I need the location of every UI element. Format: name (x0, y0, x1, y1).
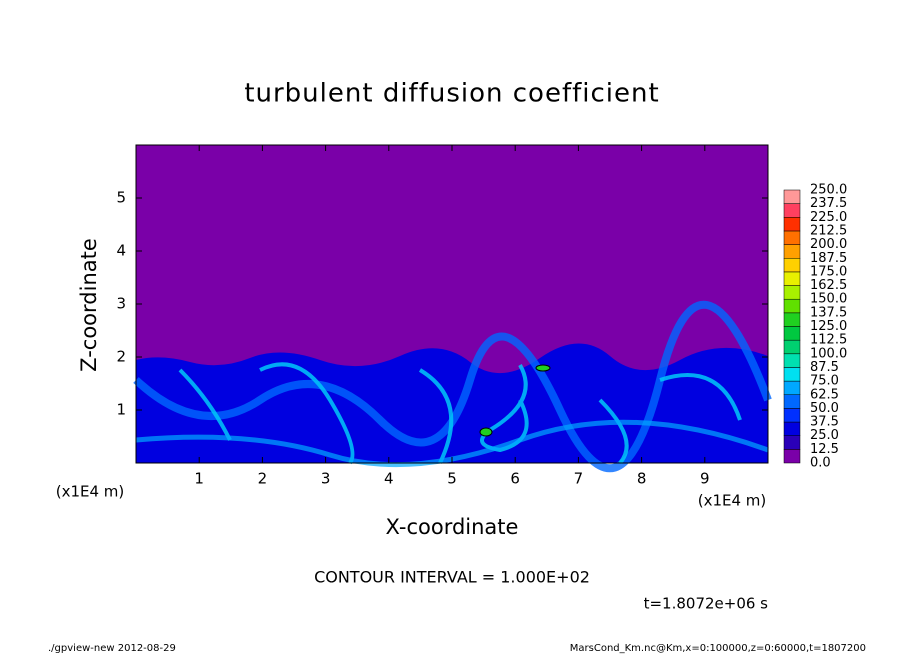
colorbar-band (783, 285, 801, 300)
y-tick-label: 1 (116, 401, 126, 419)
colorbar-label: 75.0 (810, 374, 839, 389)
y-axis-title: Z-coordinate (77, 238, 101, 372)
colorbar-label: 0.0 (810, 456, 831, 471)
colorbar-label: 187.5 (810, 251, 847, 266)
colorbar-label: 87.5 (810, 360, 839, 375)
annotation: t=1.8072e+06 s (644, 595, 769, 613)
y-unit-label: (x1E4 m) (56, 483, 125, 501)
colorbar-label: 225.0 (810, 210, 847, 225)
x-tick-label: 1 (194, 470, 204, 488)
colorbar-band (783, 339, 801, 355)
y-tick-label: 5 (116, 189, 126, 207)
colorbar-band (783, 394, 801, 409)
colorbar-band (783, 380, 801, 396)
colorbar-label: 250.0 (810, 183, 847, 198)
x-tick-label: 2 (258, 470, 268, 488)
footer: ./gpview-new 2012-08-29 (48, 643, 176, 654)
chart-title: turbulent diffusion coefficient (244, 79, 659, 109)
annotation: CONTOUR INTERVAL = 1.000E+02 (314, 568, 590, 587)
contour-field (133, 144, 772, 473)
colorbar-label: 175.0 (810, 264, 847, 279)
colorbar-label: 237.5 (810, 196, 847, 211)
colorbar-band (783, 244, 801, 259)
colorbar-label: 25.0 (810, 428, 839, 443)
colorbar-label: 100.0 (810, 346, 847, 361)
colorbar-band (783, 367, 801, 382)
colorbar-label: 112.5 (810, 333, 847, 348)
colorbar-label: 12.5 (810, 442, 839, 457)
x-unit-label: (x1E4 m) (698, 492, 767, 510)
y-tick-label: 2 (116, 348, 126, 366)
colorbar-band (783, 435, 801, 450)
colorbar-label: 150.0 (810, 292, 847, 307)
colorbar-band (783, 312, 801, 327)
colorbar-band (783, 230, 801, 245)
colorbar-band (783, 298, 801, 314)
colorbar-band (783, 189, 801, 204)
y-tick-label: 3 (116, 295, 126, 313)
colorbar-label: 50.0 (810, 401, 839, 416)
x-tick-label: 9 (700, 470, 710, 488)
colorbar-band (783, 203, 801, 218)
y-tick-label: 4 (116, 242, 126, 260)
x-tick-label: 3 (321, 470, 331, 488)
colorbar-band (783, 353, 801, 368)
footer: MarsCond_Km.nc@Km,x=0:100000,z=0:60000,t… (570, 643, 866, 654)
colorbar-band (783, 408, 801, 423)
x-tick-label: 5 (447, 470, 457, 488)
colorbar-band (783, 326, 801, 341)
x-tick-label: 7 (574, 470, 584, 488)
colorbar-label: 162.5 (810, 278, 847, 293)
x-tick-label: 4 (384, 470, 394, 488)
colorbar-band (783, 271, 801, 286)
x-axis-title: X-coordinate (386, 515, 519, 539)
x-tick-label: 8 (637, 470, 647, 488)
colorbar-band (783, 421, 801, 436)
colorbar-label: 137.5 (810, 305, 847, 320)
colorbar-band (783, 258, 801, 273)
x-tick-label: 6 (510, 470, 520, 488)
colorbar-band (783, 449, 801, 464)
colorbar-label: 37.5 (810, 415, 839, 430)
colorbar-label: 200.0 (810, 237, 847, 252)
colorbar-band (783, 217, 801, 232)
colorbar-label: 212.5 (810, 223, 847, 238)
colorbar-label: 62.5 (810, 387, 839, 402)
colorbar-label: 125.0 (810, 319, 847, 334)
